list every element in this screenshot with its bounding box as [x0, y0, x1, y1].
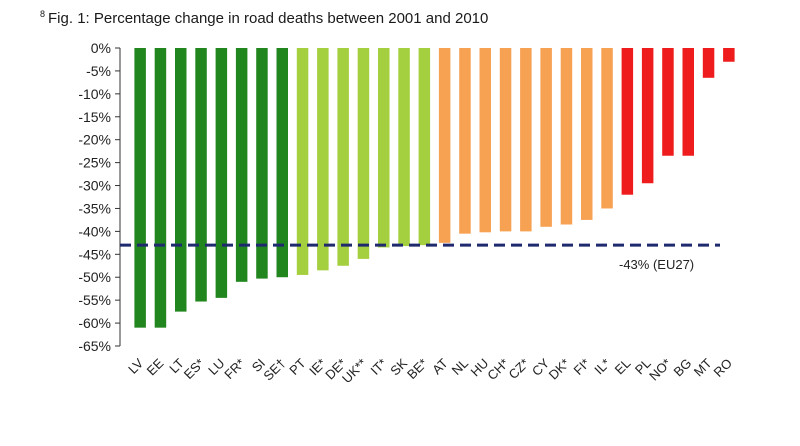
y-axis: 0% -5% -10% -15% -20% -25% -30% -35% -40% -45% -50… — [78, 40, 121, 354]
bar-no — [662, 48, 674, 156]
y-tick-label: -55% — [78, 292, 111, 308]
x-tick-label: IL* — [591, 356, 613, 378]
bar-pt — [296, 48, 309, 275]
bar-fr — [235, 48, 248, 282]
bar-at — [438, 48, 451, 243]
chart-title: 8 Fig. 1: Percentage change in road death… — [40, 9, 489, 27]
bar-cy — [540, 48, 552, 227]
bar-es — [195, 48, 207, 302]
x-tick-label: EE — [144, 355, 167, 378]
bar-mt — [702, 48, 715, 78]
x-tick-label: IT* — [368, 356, 390, 378]
y-tick-label: -50% — [78, 269, 111, 285]
x-tick-label: AT — [429, 355, 451, 377]
x-tick-label: UK** — [339, 356, 370, 387]
x-tick-label: FI* — [571, 356, 593, 378]
bar-it — [378, 48, 390, 248]
bar-lt — [175, 48, 187, 312]
bar-se — [276, 48, 288, 278]
x-tick-label: RO — [711, 356, 735, 380]
y-tick-label: -60% — [78, 315, 111, 331]
x-tick-label: SE† — [260, 356, 288, 384]
bar-pl — [641, 48, 654, 184]
bar-sk — [398, 48, 410, 247]
eu27-reference: -43% (EU27) — [120, 243, 720, 272]
bar-ro — [723, 48, 735, 62]
y-tick-label: -20% — [78, 132, 111, 148]
bar-be — [418, 48, 431, 246]
eu27-reference-label: -43% (EU27) — [619, 257, 694, 272]
bar-dk — [560, 48, 573, 225]
bars — [134, 48, 735, 328]
bar-ee — [154, 48, 167, 328]
x-tick-label: BE* — [404, 356, 430, 382]
bar-ie — [317, 48, 329, 271]
bar-cz — [520, 48, 532, 232]
footnote-mark: 8 — [40, 9, 46, 19]
y-tick-label: -40% — [78, 223, 111, 239]
bar-lu — [215, 48, 228, 298]
y-tick-label: -30% — [78, 178, 111, 194]
bar-el — [621, 48, 634, 195]
y-tick-label: -10% — [78, 86, 111, 102]
y-tick-label: -45% — [78, 246, 111, 262]
x-tick-label: EL — [612, 356, 634, 378]
x-tick-label: PT — [286, 355, 308, 377]
bar-ch — [499, 48, 512, 232]
y-tick-label: -5% — [86, 63, 111, 79]
chart-title-text: Fig. 1: Percentage change in road deaths… — [48, 10, 489, 27]
bar-si — [256, 48, 268, 279]
x-tick-label: NL — [449, 356, 471, 378]
x-tick-label: FR* — [221, 356, 247, 382]
bar-uk — [357, 48, 370, 259]
bar-lv — [134, 48, 146, 328]
x-tick-label: LV — [125, 355, 146, 376]
bar-nl — [459, 48, 471, 234]
y-tick-label: 0% — [91, 40, 111, 56]
x-tick-label: ES* — [181, 356, 207, 382]
bar-bg — [682, 48, 694, 156]
bar-fi — [581, 48, 593, 220]
y-tick-label: -35% — [78, 200, 111, 216]
bar-de — [337, 48, 349, 266]
y-tick-label: -25% — [78, 155, 111, 171]
x-tick-label: DK* — [546, 356, 573, 383]
y-tick-label: -15% — [78, 109, 111, 125]
bar-il — [601, 48, 613, 209]
y-tick-label: -65% — [78, 338, 111, 354]
bar-hu — [479, 48, 491, 233]
